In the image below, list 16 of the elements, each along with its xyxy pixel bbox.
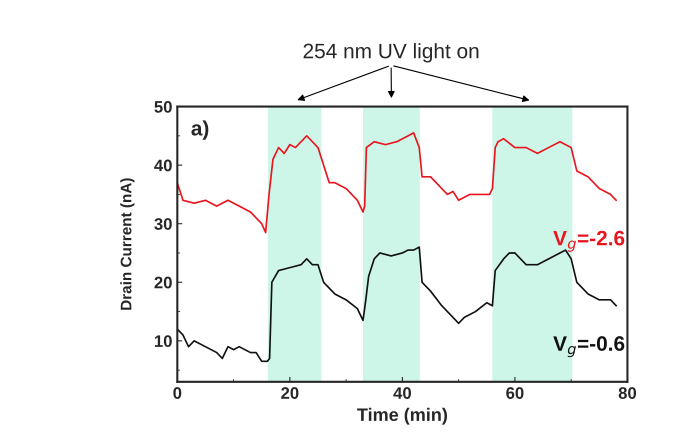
- x-tick-label: 0: [173, 387, 182, 399]
- y-tick-label: 20: [154, 276, 172, 288]
- series-label: V$_{g}$=-2.6: [553, 230, 624, 252]
- y-tick-label: 30: [154, 218, 172, 230]
- series-label: V$_{g}$=-0.6: [553, 336, 624, 358]
- y-tick-label: 10: [154, 335, 172, 348]
- x-tick-label: 40: [393, 387, 411, 399]
- annotation: a): [191, 120, 208, 140]
- x-tick-label: 20: [281, 387, 298, 399]
- y-axis-title: Drain Current (nA): [120, 178, 134, 310]
- x-tick-label: 60: [506, 387, 524, 399]
- x-tick-label: 80: [618, 387, 636, 399]
- y-tick-label: 50: [154, 100, 172, 113]
- text: 254 nm UV light on: [304, 43, 478, 63]
- x-axis-title: Time (min): [357, 408, 447, 425]
- y-tick-label: 40: [154, 160, 172, 172]
